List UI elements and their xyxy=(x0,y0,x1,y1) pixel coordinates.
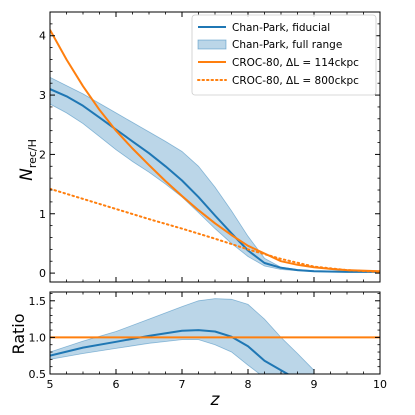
main-panel: 0 1 2 3 4 Nrec/H Chan-Park, fiducial Chan-Pa… xyxy=(17,11,381,283)
legend-label-full-range: Chan-Park, full range xyxy=(232,39,342,51)
top-y-tick-label: 2 xyxy=(39,148,46,161)
top-y-tick-label: 1 xyxy=(39,208,46,221)
legend-label-fiducial: Chan-Park, fiducial xyxy=(232,22,330,34)
bot-y-tick-label: 0.5 xyxy=(29,368,47,381)
x-tick-label: 10 xyxy=(373,378,387,391)
legend-label-croc-800: CROC-80, ΔL = 800ckpc xyxy=(232,75,359,87)
legend: Chan-Park, fiducial Chan-Park, full rang… xyxy=(191,14,377,96)
x-tick-label: 9 xyxy=(311,378,318,391)
x-tick-label: 8 xyxy=(245,378,252,391)
bot-y-tick-label: 1.5 xyxy=(29,295,47,308)
legend-frame xyxy=(191,14,377,96)
bot-band-series-1 xyxy=(50,298,315,374)
bot-y-tick-label: 1.0 xyxy=(29,331,47,344)
legend-label-croc-114: CROC-80, ΔL = 114ckpc xyxy=(232,57,359,69)
top-y-tick-label: 4 xyxy=(39,30,46,43)
bot-line-series-0 xyxy=(50,329,290,374)
top-line-series-3 xyxy=(50,187,380,273)
top-y-tick-label: 0 xyxy=(39,267,46,280)
top-line-series-0 xyxy=(50,88,380,273)
x-tick-label: 5 xyxy=(47,378,54,391)
top-band-series-1 xyxy=(50,76,380,273)
x-tick-label: 6 xyxy=(113,378,120,391)
x-axis-label: z xyxy=(210,390,221,410)
top-y-tick-label: 3 xyxy=(39,89,46,102)
x-tick-label: 7 xyxy=(179,378,186,391)
ratio-y-axis-label: Ratio xyxy=(9,313,28,354)
legend-swatch-full-range xyxy=(197,39,227,50)
ratio-panel: 5 6 7 8 9 10 0.5 1.0 1.5 Ratio z xyxy=(9,291,387,410)
main-y-axis-label: Nrec/H xyxy=(17,139,39,181)
